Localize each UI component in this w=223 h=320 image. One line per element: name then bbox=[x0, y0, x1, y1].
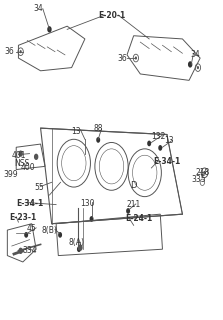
Text: 88: 88 bbox=[93, 124, 103, 132]
Circle shape bbox=[58, 232, 62, 238]
Text: 130: 130 bbox=[80, 198, 94, 207]
Circle shape bbox=[19, 150, 23, 157]
Text: E-34-1: E-34-1 bbox=[16, 198, 43, 207]
Circle shape bbox=[20, 50, 22, 53]
Text: 34: 34 bbox=[33, 4, 43, 13]
Text: 34: 34 bbox=[191, 50, 200, 59]
Text: 401: 401 bbox=[12, 151, 26, 160]
Circle shape bbox=[96, 137, 100, 143]
Text: 36: 36 bbox=[118, 53, 128, 62]
Text: 218: 218 bbox=[196, 168, 210, 177]
Text: E-34-1: E-34-1 bbox=[154, 157, 181, 166]
Text: 45: 45 bbox=[27, 224, 37, 233]
Text: 8(B): 8(B) bbox=[41, 226, 57, 235]
Text: E-20-1: E-20-1 bbox=[98, 11, 125, 20]
Text: 335: 335 bbox=[191, 175, 206, 184]
Text: 55: 55 bbox=[34, 183, 44, 192]
Text: 13: 13 bbox=[71, 127, 81, 136]
Text: 399: 399 bbox=[3, 170, 18, 179]
Circle shape bbox=[19, 248, 23, 254]
Text: 8(A): 8(A) bbox=[68, 238, 84, 247]
Text: E-23-1: E-23-1 bbox=[10, 213, 37, 222]
Circle shape bbox=[24, 232, 28, 238]
Text: 211: 211 bbox=[126, 200, 141, 209]
Text: E-24-1: E-24-1 bbox=[125, 214, 152, 223]
Circle shape bbox=[77, 246, 81, 252]
Text: 400: 400 bbox=[21, 164, 35, 172]
Circle shape bbox=[47, 26, 52, 33]
Circle shape bbox=[147, 140, 151, 146]
Circle shape bbox=[135, 56, 137, 60]
Text: NSS: NSS bbox=[14, 159, 29, 168]
Text: 334: 334 bbox=[22, 246, 37, 255]
Circle shape bbox=[203, 171, 206, 175]
Circle shape bbox=[158, 145, 162, 151]
Circle shape bbox=[188, 61, 192, 68]
Circle shape bbox=[90, 216, 94, 222]
Text: 13: 13 bbox=[164, 136, 174, 145]
Text: D: D bbox=[130, 181, 137, 190]
Circle shape bbox=[34, 154, 38, 160]
Text: 132: 132 bbox=[151, 132, 165, 140]
Circle shape bbox=[126, 208, 130, 214]
Text: 36: 36 bbox=[5, 47, 14, 56]
Circle shape bbox=[197, 66, 199, 69]
Circle shape bbox=[78, 244, 83, 251]
